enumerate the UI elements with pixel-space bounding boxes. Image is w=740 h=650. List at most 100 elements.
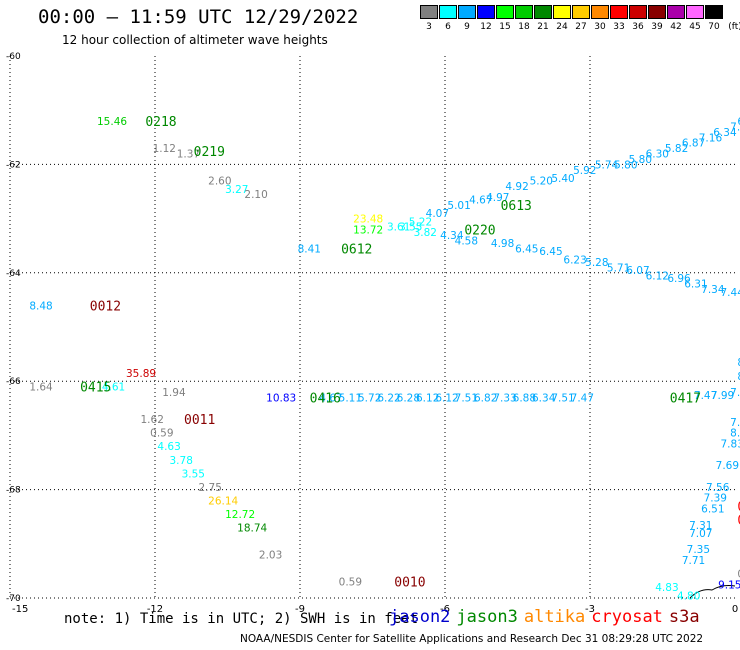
legend-swatch — [515, 5, 533, 19]
swh-value: 15.46 — [97, 116, 127, 128]
swh-value: 4.34 — [440, 230, 464, 242]
legend-label: 33 — [613, 22, 625, 32]
pass-time-label: 0416 — [310, 391, 341, 406]
swh-value: 3.55 — [182, 468, 205, 480]
swh-value: 6.23 — [563, 254, 586, 266]
swh-value: 7.06 — [730, 121, 740, 133]
swh-value: 5.74 — [595, 159, 619, 171]
legend-label: 12 — [480, 22, 492, 32]
mission-label: altika — [523, 607, 586, 627]
swh-value: 5.71 — [607, 262, 630, 274]
pass-time-label: 0415 — [80, 381, 111, 396]
swh-value: 5.80 — [614, 159, 637, 171]
legend-label: 30 — [594, 22, 606, 32]
credit-line: NOAA/NESDIS Center for Satellite Applica… — [240, 633, 704, 645]
swh-value: 7.07 — [689, 528, 712, 540]
swh-value: 6.45 — [515, 243, 538, 255]
y-tick-label: -62 — [6, 160, 21, 170]
mission-label: cryosat — [591, 607, 663, 627]
mission-legend: jason2 jason3 altika cryosat s3a — [389, 607, 706, 627]
y-tick-label: -64 — [6, 269, 21, 279]
pass-time-label: 0 — [737, 513, 740, 528]
legend-swatch — [591, 5, 609, 19]
swh-value: 2.60 — [208, 176, 231, 188]
legend-label: 42 — [670, 22, 682, 32]
swh-value: 3.82 — [414, 227, 437, 239]
x-tick-label: -3 — [585, 604, 595, 615]
legend-label: 6 — [445, 22, 451, 32]
swh-value: 6.12 — [416, 392, 439, 404]
pass-time-label: 0010 — [394, 576, 425, 591]
x-tick-label: 0 — [732, 604, 738, 615]
swh-value: 1.64 — [29, 382, 53, 394]
swh-value: 2.75 — [199, 482, 222, 494]
swh-value: 5.80 — [629, 154, 652, 166]
swh-value: 7.47 — [571, 392, 594, 404]
legend-swatch — [496, 5, 514, 19]
swh-value: 7.35 — [687, 544, 710, 556]
legend-swatch — [667, 5, 685, 19]
legend-swatch — [686, 5, 704, 19]
pass-time-label: 0417 — [670, 391, 701, 406]
swh-value: 7.9 — [730, 387, 740, 399]
swh-value: 35.89 — [126, 368, 156, 380]
legend-swatch — [705, 5, 723, 19]
legend-swatch — [477, 5, 495, 19]
swh-value: 2.03 — [259, 550, 282, 562]
pass-time-label: 0 — [737, 500, 740, 515]
y-tick-label: -70 — [6, 594, 21, 604]
swh-value: 23.48 — [353, 214, 383, 226]
mission-label: jason3 — [456, 607, 518, 627]
swh-value: 26.14 — [208, 495, 238, 507]
swh-value: 7.47 — [694, 390, 717, 402]
swh-value: 6.07 — [626, 265, 649, 277]
swh-value: 8 — [737, 357, 740, 369]
legend-label: 39 — [651, 22, 663, 32]
swh-value: 1.94 — [162, 387, 186, 399]
legend-label: 9 — [464, 22, 470, 32]
swh-value: 7.44 — [721, 287, 740, 299]
chart-title: 00:00 – 11:59 UTC 12/29/2022 — [38, 6, 359, 28]
swh-value: 4.92 — [505, 181, 528, 193]
swh-value: 6.51 — [701, 504, 724, 516]
swh-value: 4.07 — [426, 208, 449, 220]
swh-value: 6.12 — [646, 271, 669, 283]
swh-value: 0. — [737, 569, 740, 581]
swh-value: 6.96 — [667, 273, 691, 285]
swh-value: 8.48 — [29, 300, 52, 312]
swh-value: 3.78 — [170, 455, 193, 467]
swh-value: 7.83 — [721, 439, 740, 451]
pass-time-label: 0011 — [184, 413, 215, 428]
legend-swatch — [553, 5, 571, 19]
coastline — [689, 585, 736, 599]
swh-value: 4.67 — [469, 195, 492, 207]
swh-value: 3.61 — [387, 222, 410, 234]
swh-value: 6.87 — [682, 138, 705, 150]
pass-time-label: 0219 — [194, 145, 225, 160]
y-tick-label: -60 — [6, 52, 21, 62]
legend-swatch — [458, 5, 476, 19]
pass-time-label: 0012 — [90, 299, 121, 314]
swh-value: 6.30 — [646, 149, 669, 161]
swh-value: 18.74 — [237, 523, 267, 535]
swh-value: 13.72 — [353, 224, 383, 236]
swh-value: 5.82 — [665, 143, 688, 155]
swh-value: 8 — [737, 371, 740, 383]
swh-value: 5.72 — [358, 392, 381, 404]
pass-time-label: 0220 — [464, 223, 495, 238]
swh-value: 1.37 — [177, 149, 200, 161]
swh-value: 5.01 — [447, 200, 470, 212]
swh-value: 8.14 — [730, 428, 740, 440]
y-tick-label: -68 — [6, 486, 21, 496]
legend-swatch — [629, 5, 647, 19]
swh-value: 5.11 — [339, 392, 362, 404]
swh-value: 2.10 — [244, 189, 267, 201]
swh-value: 6.34 — [713, 127, 737, 139]
swh-value: 9.15 — [718, 579, 740, 591]
legend-unit: (ft) — [728, 22, 740, 32]
swh-value: 7.51 — [551, 392, 574, 404]
y-tick-label: -66 — [6, 377, 21, 387]
swh-value: 4.58 — [455, 235, 478, 247]
swh-value: 6.34 — [532, 392, 556, 404]
